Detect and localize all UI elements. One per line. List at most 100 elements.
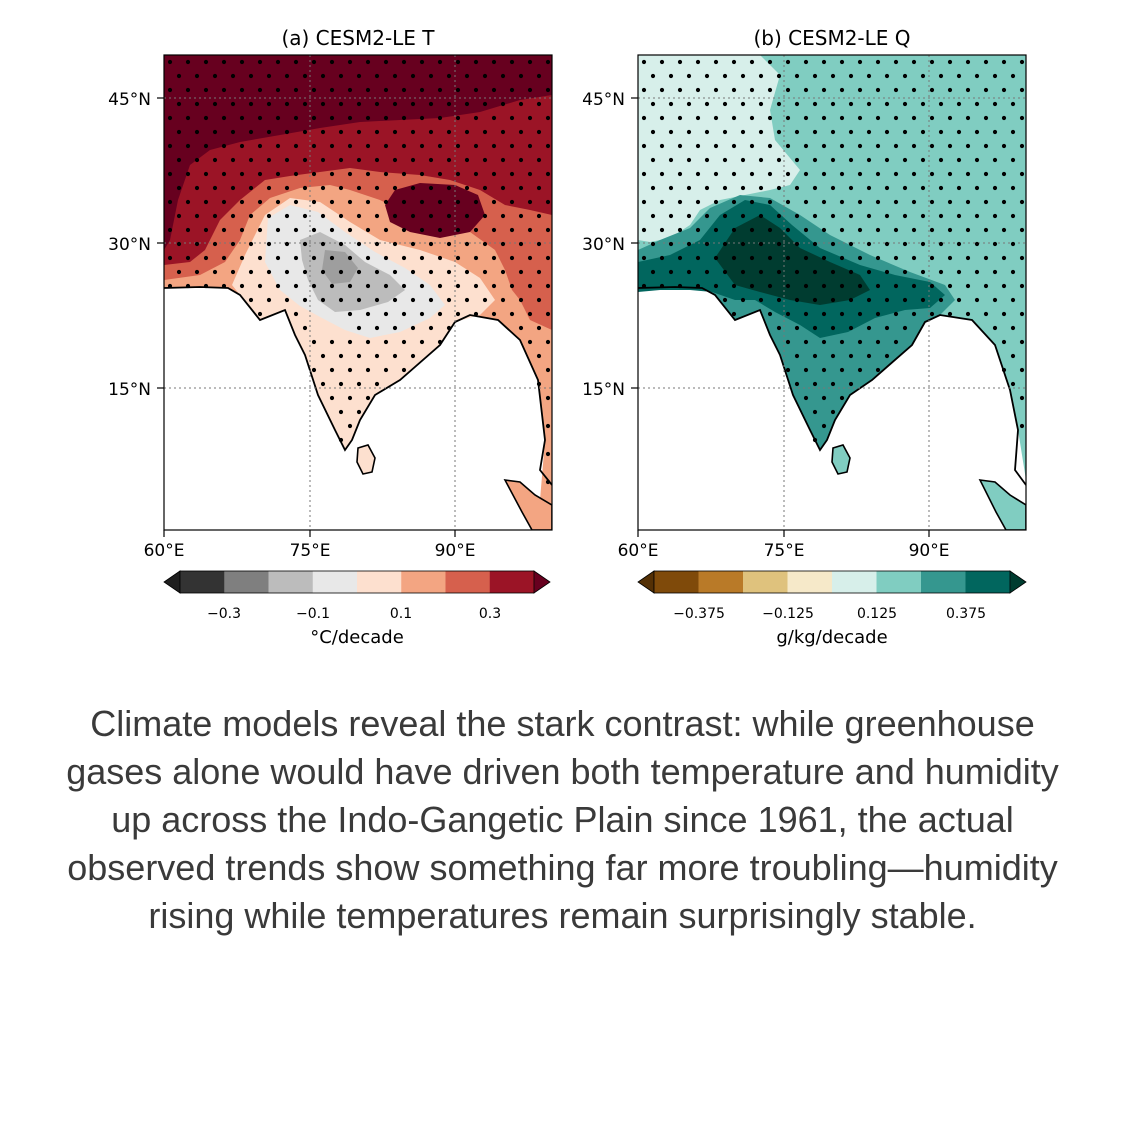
stipple-dot [392, 241, 398, 247]
panel-a-lat-label: 15°N [108, 380, 151, 400]
stipple-dot [338, 437, 344, 443]
stipple-dot [983, 87, 989, 93]
stipple-dot [686, 157, 692, 163]
stipple-dot [848, 241, 854, 247]
stipple-dot [176, 185, 182, 191]
stipple-dot [857, 171, 863, 177]
stipple-dot [455, 255, 461, 261]
stipple-dot [758, 297, 764, 303]
stipple-dot [785, 255, 791, 261]
stipple-dot [704, 129, 710, 135]
stipple-dot [1019, 227, 1025, 233]
stipple-dot [902, 185, 908, 191]
stipple-dot [875, 311, 881, 317]
stipple-dot [974, 269, 980, 275]
stipple-dot [1001, 143, 1007, 149]
stipple-dot [758, 101, 764, 107]
stipple-dot [911, 311, 917, 317]
stipple-dot [482, 129, 488, 135]
stipple-dot [185, 199, 191, 205]
stipple-dot [830, 185, 836, 191]
panel-b-lat-label: 45°N [582, 90, 625, 110]
stipple-dot [455, 87, 461, 93]
stipple-dot [365, 171, 371, 177]
stipple-dot [920, 157, 926, 163]
stipple-dot [527, 87, 533, 93]
stipple-dot [176, 213, 182, 219]
stipple-dot [920, 213, 926, 219]
panel-a-frame [163, 54, 553, 531]
stipple-dot [902, 325, 908, 331]
stipple-dot [437, 115, 443, 121]
stipple-dot [491, 227, 497, 233]
stipple-dot [659, 143, 665, 149]
stipple-dot [383, 283, 389, 289]
stipple-dot [1019, 199, 1025, 205]
stipple-dot [185, 115, 191, 121]
stipple-dot [983, 143, 989, 149]
stipple-dot [509, 311, 515, 317]
stipple-dot [203, 283, 209, 289]
stipple-dot [767, 255, 773, 261]
stipple-dot [974, 73, 980, 79]
stipple-dot [329, 171, 335, 177]
stipple-dot [785, 171, 791, 177]
stipple-dot [509, 199, 515, 205]
stipple-dot [482, 241, 488, 247]
stipple-dot [956, 241, 962, 247]
stipple-dot [1010, 213, 1016, 219]
stipple-dot [920, 269, 926, 275]
stipple-dot [1010, 73, 1016, 79]
stipple-dot [857, 227, 863, 233]
stipple-dot [410, 185, 416, 191]
stipple-dot [347, 339, 353, 345]
colorbar-a-unit-label: °C/decade [310, 627, 404, 648]
stipple-dot [338, 101, 344, 107]
stipple-dot [785, 115, 791, 121]
stipple-dot [536, 73, 542, 79]
stipple-dot [473, 255, 479, 261]
stipple-dot [1001, 227, 1007, 233]
stipple-dot [785, 339, 791, 345]
stipple-dot [839, 87, 845, 93]
stipple-dot [965, 311, 971, 317]
stipple-dot [176, 73, 182, 79]
stipple-dot [920, 101, 926, 107]
stipple-dot [167, 115, 173, 121]
stipple-dot [293, 199, 299, 205]
stipple-dot [839, 59, 845, 65]
stipple-dot [785, 199, 791, 205]
stipple-dot [509, 227, 515, 233]
stipple-dot [902, 73, 908, 79]
stipple-dot [767, 283, 773, 289]
stipple-dot [203, 255, 209, 261]
stipple-dot [311, 367, 317, 373]
colorbar-a-tick-label: 0.1 [390, 606, 412, 622]
stipple-dot [722, 101, 728, 107]
stipple-dot [1019, 255, 1025, 261]
stipple-dot [956, 269, 962, 275]
stipple-dot [473, 311, 479, 317]
stipple-dot [293, 143, 299, 149]
stipple-dot [275, 227, 281, 233]
colorbar-b-swatch [787, 571, 833, 593]
stipple-dot [347, 143, 353, 149]
panel-a-significance-stippling [167, 59, 551, 485]
stipple-dot [920, 73, 926, 79]
stipple-dot [230, 101, 236, 107]
stipple-dot [383, 199, 389, 205]
stipple-dot [803, 311, 809, 317]
stipple-dot [848, 157, 854, 163]
stipple-dot [275, 59, 281, 65]
stipple-dot [446, 241, 452, 247]
stipple-dot [821, 227, 827, 233]
stipple-dot [284, 297, 290, 303]
stipple-dot [983, 199, 989, 205]
stipple-dot [320, 157, 326, 163]
stipple-dot [491, 171, 497, 177]
stipple-dot [731, 199, 737, 205]
stipple-dot [347, 255, 353, 261]
stipple-dot [437, 87, 443, 93]
stipple-dot [500, 213, 506, 219]
stipple-dot [302, 325, 308, 331]
